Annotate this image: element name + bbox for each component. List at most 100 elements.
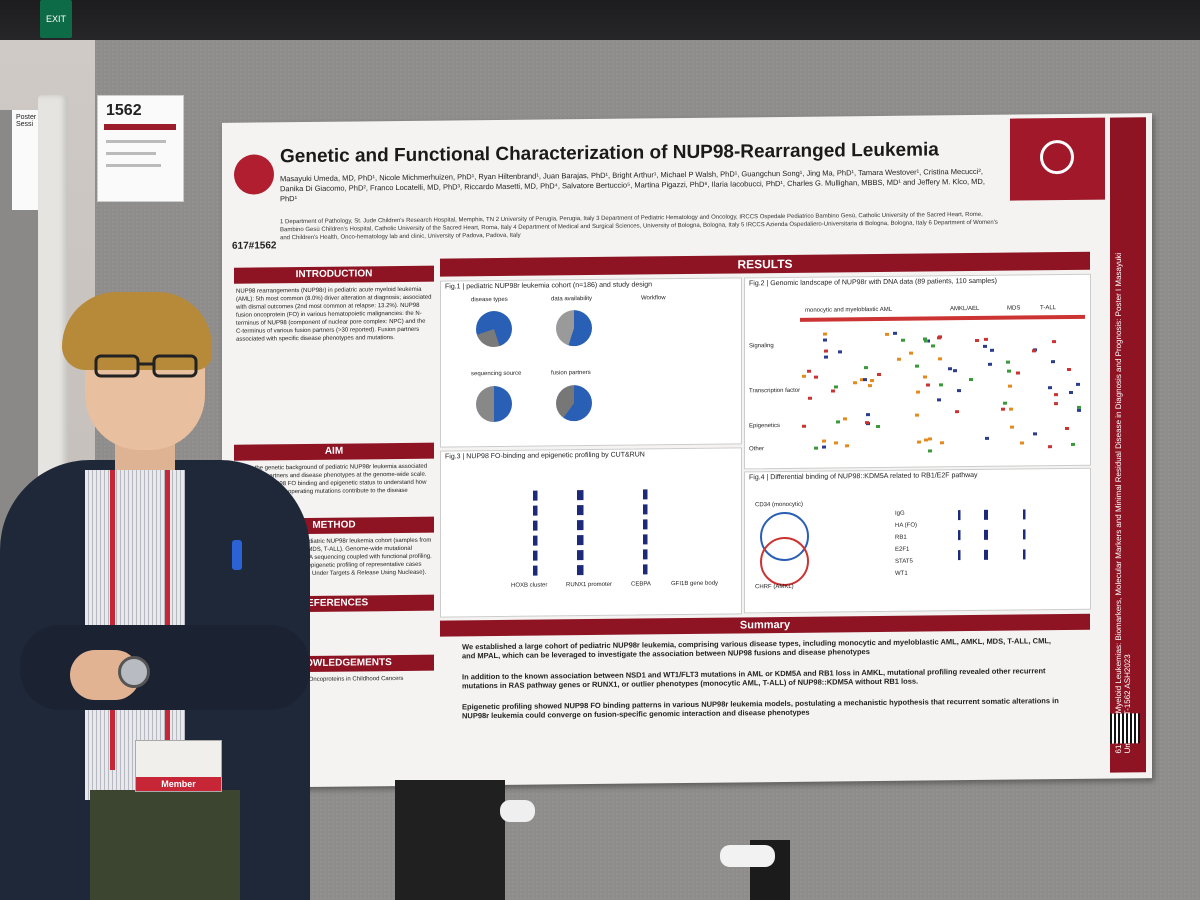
heatmap-cell <box>1067 367 1072 371</box>
heatmap-cell <box>984 436 989 440</box>
binding-track <box>945 548 1075 561</box>
heatmap-cell <box>892 332 897 336</box>
heatmap-cell <box>1068 391 1073 395</box>
heatmap-cell <box>1032 349 1037 353</box>
results-header: RESULTS <box>440 251 1090 277</box>
binding-track <box>945 508 1075 521</box>
visitor-shoe <box>720 845 775 867</box>
heatmap-cell <box>865 413 870 417</box>
heatmap-cell <box>1047 386 1052 390</box>
fig2-group-mds: MDS <box>1007 305 1021 312</box>
board-number-card: 1562 <box>97 95 184 202</box>
pen-icon <box>232 540 242 570</box>
fig2-row-tf: Transcription factor <box>749 387 801 395</box>
society-logo <box>234 154 274 195</box>
heatmap-cell <box>875 424 880 428</box>
heatmap-cell <box>870 379 875 383</box>
fig4-label-wt1: WT1 <box>895 570 908 577</box>
fig2-row-signaling: Signaling <box>749 343 774 350</box>
lanyard <box>110 470 170 770</box>
disease-types-pie <box>476 310 512 348</box>
visitor-legs <box>395 780 505 900</box>
heatmap-cell <box>865 421 870 425</box>
figure-2: Fig.2 | Genomic landscape of NUP98r with… <box>744 273 1091 470</box>
heatmap-cell <box>953 369 958 373</box>
fig1-label-sequencing: sequencing source <box>471 370 522 378</box>
fig1-label-workflow: Workflow <box>641 295 666 302</box>
heatmap-cell <box>835 420 840 424</box>
fig3-track-gfi1b: GFI1B gene body <box>671 580 719 588</box>
heatmap-cell <box>974 338 979 342</box>
heatmap-cell <box>885 332 890 336</box>
card-line <box>106 140 166 143</box>
side-strip-text: 617. Acute Myeloid Leukemias: Biomarkers… <box>1114 252 1132 754</box>
cutrun-track <box>511 488 731 501</box>
heatmap-cell <box>801 374 806 378</box>
heatmap-cell <box>924 438 929 442</box>
heatmap-cell <box>838 349 843 353</box>
venn-circle <box>760 536 809 587</box>
heatmap-cell <box>939 441 944 445</box>
research-poster: 617#1562 Genetic and Functional Characte… <box>222 113 1152 788</box>
heatmap-cell <box>1050 360 1055 364</box>
figure-3-title: Fig.3 | NUP98 FO-binding and epigenetic … <box>445 451 645 461</box>
aim-header: AIM <box>234 442 434 461</box>
heatmap-cell <box>806 370 811 374</box>
name-badge: Member <box>135 740 222 792</box>
heatmap-cell <box>956 389 961 393</box>
figure-1: Fig.1 | pediatric NUP98r leukemia cohort… <box>440 277 742 448</box>
heatmap-cell <box>937 398 942 402</box>
card-line <box>106 152 156 155</box>
heatmap-cell <box>1020 441 1025 445</box>
fig2-row-other: Other <box>749 446 765 453</box>
heatmap-cell <box>1064 427 1069 431</box>
cutrun-track <box>511 563 731 576</box>
heatmap-cell <box>937 357 942 361</box>
heatmap-cell <box>1053 393 1058 397</box>
introduction-text: NUP98 rearrangements (NUP98r) in pediatr… <box>236 286 432 343</box>
fusion-partners-pie <box>556 384 592 422</box>
fig4-label-rb1: RB1 <box>895 534 907 541</box>
fig4-label-igg: IgG <box>895 510 905 517</box>
cutrun-track <box>511 533 731 546</box>
heatmap-cell <box>833 384 838 388</box>
board-number: 1562 <box>106 102 142 119</box>
cutrun-track <box>511 548 731 561</box>
fig4-label-cd34: CD34 (monocytic) <box>755 501 804 509</box>
heatmap-cell <box>1010 425 1015 429</box>
heatmap-cell <box>852 381 857 385</box>
heatmap-cell <box>823 349 828 353</box>
heatmap-cell <box>947 367 952 371</box>
heatmap-cell <box>1032 432 1037 436</box>
cutrun-track <box>511 503 731 516</box>
heatmap-cell <box>968 378 973 382</box>
data-availability-pie <box>556 309 592 347</box>
heatmap-cell <box>1075 382 1080 386</box>
heatmap-cell <box>926 383 931 387</box>
member-label: Member <box>136 777 221 791</box>
cutrun-track <box>511 518 731 531</box>
heatmap-cell <box>908 351 913 355</box>
poster-affiliations: 1 Department of Pathology, St. Jude Chil… <box>280 211 998 242</box>
heatmap-cell <box>900 338 905 342</box>
introduction-header: INTRODUCTION <box>234 265 434 284</box>
child-logo-icon <box>1040 139 1074 175</box>
card-line <box>106 164 161 167</box>
figure-2-title: Fig.2 | Genomic landscape of NUP98r with… <box>749 277 997 288</box>
heatmap-cell <box>938 383 943 387</box>
heatmap-cell <box>862 377 867 381</box>
heatmap-cell <box>830 389 835 393</box>
heatmap-cell <box>814 375 819 379</box>
glasses-icon <box>94 354 198 378</box>
heatmap-cell <box>896 357 901 361</box>
summary-point-1: We established a large cohort of pediatr… <box>462 636 1052 661</box>
figure-4: Fig.4 | Differential binding of NUP98::K… <box>744 467 1091 614</box>
figure-4-title: Fig.4 | Differential binding of NUP98::K… <box>749 471 978 482</box>
figure-1-title: Fig.1 | pediatric NUP98r leukemia cohort… <box>445 281 653 291</box>
heatmap-cell <box>1006 369 1011 373</box>
heatmap-cell <box>988 362 993 366</box>
heatmap-cell <box>936 336 941 340</box>
mutation-heatmap <box>800 314 1085 462</box>
fig2-row-epigenetics: Epigenetics <box>749 423 781 430</box>
heatmap-cell <box>915 364 920 368</box>
